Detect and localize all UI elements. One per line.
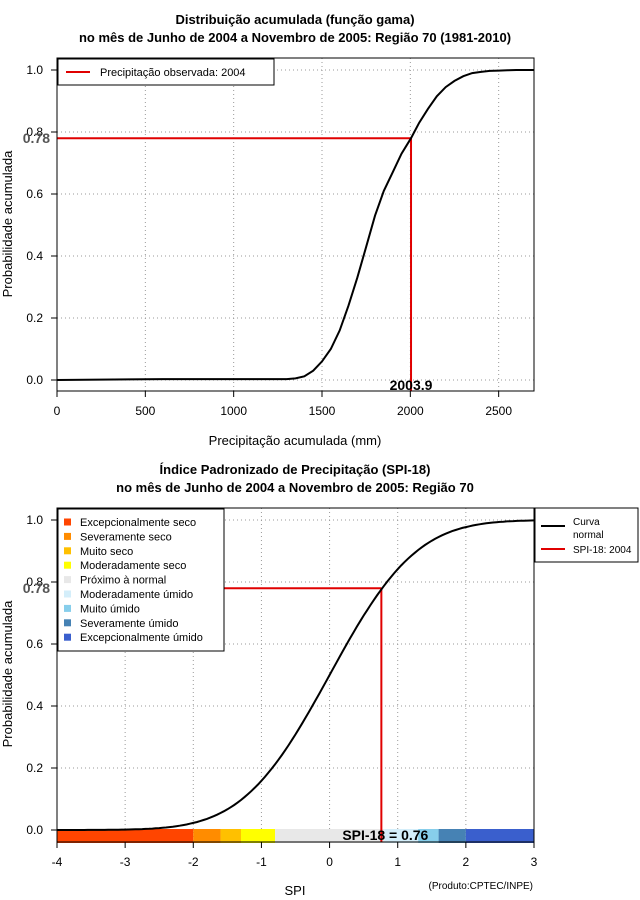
chart2-xtick-label-1: -3 xyxy=(120,855,131,869)
chart2-xtick-label-0: -4 xyxy=(52,855,63,869)
chart2-ytick-label-1: 0.2 xyxy=(26,761,43,775)
chart2-category-label-0: Excepcionalmente seco xyxy=(80,517,196,529)
chart2-xtick-label-6: 2 xyxy=(463,855,470,869)
chart1-marker-y-label: 0.78 xyxy=(23,130,50,146)
chart2-category-swatch-2 xyxy=(64,547,71,555)
chart2-xtick-label-4: 0 xyxy=(326,855,333,869)
chart2-category-label-1: Severamente seco xyxy=(80,531,172,543)
chart2-category-swatch-4 xyxy=(64,576,71,584)
chart1-ylabel: Probabilidade acumulada xyxy=(0,150,15,297)
chart2-band-segment-2 xyxy=(220,829,241,843)
chart2-series-legend: Curva normal SPI-18: 2004 xyxy=(534,507,639,563)
chart1-ytick-label-0: 0.0 xyxy=(26,373,43,387)
chart2-band-segment-5 xyxy=(384,829,419,843)
chart1-ytick-label-2: 0.4 xyxy=(26,249,43,263)
chart2-category-label-6: Muito úmido xyxy=(80,603,140,615)
chart1-ytick-label-4: 0.8 xyxy=(26,125,43,139)
chart1-xtick-label-0: 0 xyxy=(54,404,61,418)
chart2-category-legend: Excepcionalmente seco Severamente seco Mui… xyxy=(57,508,225,652)
chart1-xtick-label-4: 2000 xyxy=(397,404,424,418)
chart1-plot-frame xyxy=(56,57,535,392)
chart2-legend-curve-label-1: Curva xyxy=(573,517,600,528)
chart2-legend-spi-label: SPI-18: 2004 xyxy=(573,545,632,556)
chart1-gamma-curve xyxy=(56,69,534,381)
chart2-category-label-8: Excepcionalmente úmido xyxy=(80,632,203,644)
chart2-xtick-label-3: -1 xyxy=(256,855,267,869)
chart2-title-line2: no mês de Junho de 2004 a Novembro de 20… xyxy=(116,480,474,495)
chart2-category-label-5: Moderadamente úmido xyxy=(80,589,193,601)
chart2-band-segment-8 xyxy=(465,829,534,843)
chart1-xtick-label-5: 2500 xyxy=(485,404,512,418)
chart2-category-swatch-5 xyxy=(64,590,71,598)
chart2-band-segment-7 xyxy=(438,829,466,843)
chart2-band-segment-3 xyxy=(240,829,276,843)
chart2-xtick-label-7: 3 xyxy=(531,855,538,869)
chart-spi: Índice Padronizado de Precipitação (SPI-… xyxy=(0,462,639,898)
chart1-xlabel: Precipitação acumulada (mm) xyxy=(209,433,382,448)
chart2-category-label-2: Muito seco xyxy=(80,546,133,558)
chart2-ticks: -4 -3 -2 -1 0 1 2 3 0.0 0.2 0.4 0.6 0.8 1.0 xyxy=(26,513,537,869)
credit: (Produto:CPTEC/INPE) xyxy=(429,881,533,892)
chart1-legend-box xyxy=(57,58,275,86)
chart2-xtick-label-5: 1 xyxy=(394,855,401,869)
chart2-ylabel: Probabilidade acumulada xyxy=(0,600,15,747)
chart1-title-line2: no mês de Junho de 2004 a Novembro de 20… xyxy=(79,30,511,45)
chart2-category-swatch-7 xyxy=(64,619,71,627)
chart2-title-line1: Índice Padronizado de Precipitação (SPI-… xyxy=(160,462,431,477)
chart-gamma-cdf: Distribuição acumulada (função gama) no … xyxy=(0,12,535,448)
chart2-category-label-7: Severamente úmido xyxy=(80,618,178,630)
chart2-xlabel: SPI xyxy=(285,883,306,898)
chart1-marker-x-label: 2003.9 xyxy=(390,377,433,393)
chart2-band-segment-1 xyxy=(193,829,221,843)
chart1-ytick-label-5: 1.0 xyxy=(26,63,43,77)
chart1-xtick-label-3: 1500 xyxy=(309,404,336,418)
chart1-legend: Precipitação observada: 2004 xyxy=(57,58,275,86)
chart2-category-swatch-3 xyxy=(64,561,71,569)
chart2-marker-y-label: 0.78 xyxy=(23,580,50,596)
chart2-ytick-label-2: 0.4 xyxy=(26,699,43,713)
chart2-series-legend-box xyxy=(534,507,639,563)
chart2-ytick-label-4: 0.8 xyxy=(26,575,43,589)
chart2-marker-label: SPI-18 = 0.76 xyxy=(342,827,428,843)
chart2-category-swatch-8 xyxy=(64,633,71,641)
chart1-ytick-label-3: 0.6 xyxy=(26,187,43,201)
chart2-ytick-label-5: 1.0 xyxy=(26,513,43,527)
chart1-title-line1: Distribuição acumulada (função gama) xyxy=(175,12,414,27)
chart2-category-legend-box xyxy=(57,508,225,652)
chart1-ytick-label-1: 0.2 xyxy=(26,311,43,325)
chart1-ticks: 0 500 1000 1500 2000 2500 0.0 0.2 0.4 0.6 0.8 1.0 xyxy=(26,63,512,418)
chart1-xtick-label-2: 1000 xyxy=(220,404,247,418)
chart2-band-segment-6 xyxy=(418,829,439,843)
chart2-band-segment-0 xyxy=(57,829,194,843)
chart2-category-label-3: Moderadamente seco xyxy=(80,560,186,572)
chart2-band-segment-4 xyxy=(275,829,385,843)
chart2-category-swatch-0 xyxy=(64,518,71,526)
chart2-legend-curve-label-2: normal xyxy=(573,530,604,541)
chart1-legend-label: Precipitação observada: 2004 xyxy=(100,67,246,79)
chart2-normal-curve xyxy=(57,519,535,831)
chart2-category-label-4: Próximo à normal xyxy=(80,575,166,587)
chart1-marker: 2003.9 0.78 xyxy=(23,130,433,393)
chart2-ytick-label-0: 0.0 xyxy=(26,823,43,837)
chart2-ytick-label-3: 0.6 xyxy=(26,637,43,651)
chart2-category-swatch-6 xyxy=(64,604,71,612)
chart1-grid xyxy=(56,58,534,391)
chart1-xtick-label-1: 500 xyxy=(135,404,155,418)
chart2-category-band xyxy=(57,829,534,843)
chart2-plot-frame xyxy=(56,507,535,843)
chart2-xtick-label-2: -2 xyxy=(188,855,199,869)
chart2-category-swatch-1 xyxy=(64,532,71,540)
